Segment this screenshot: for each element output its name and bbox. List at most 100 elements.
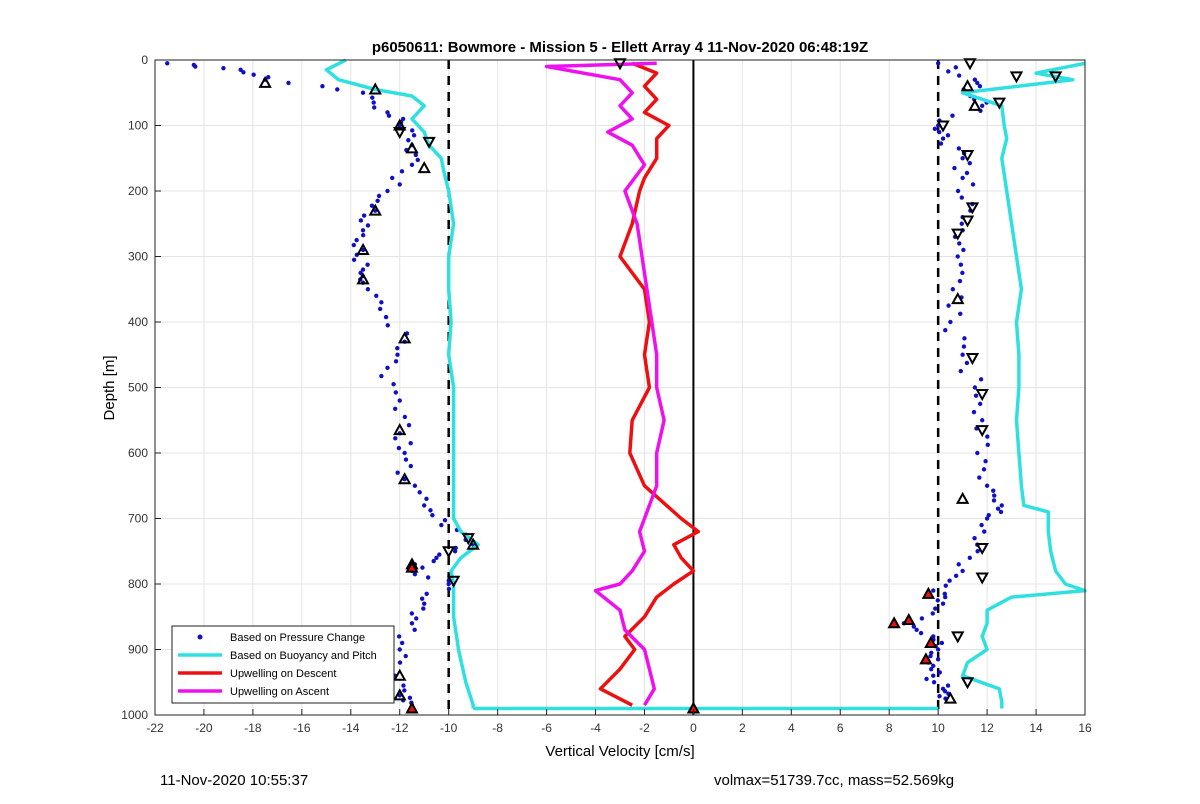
data-point	[964, 360, 970, 366]
data-point	[413, 152, 418, 158]
data-point	[977, 84, 983, 89]
down-triangle-marker	[992, 97, 1007, 110]
data-point	[420, 565, 425, 570]
data-point	[396, 445, 402, 451]
data-point	[940, 136, 946, 141]
y-tick-label: 700	[128, 512, 148, 526]
data-point	[412, 627, 417, 633]
data-point	[964, 170, 970, 176]
up-triangle-marker	[356, 242, 370, 255]
up-triangle-marker	[393, 688, 407, 701]
data-point	[975, 80, 980, 86]
data-point	[931, 673, 936, 678]
up-triangle-marker	[397, 472, 412, 485]
data-point	[397, 647, 402, 652]
data-point	[978, 377, 984, 382]
data-point	[950, 287, 956, 292]
data-point	[991, 488, 996, 493]
data-point	[928, 666, 934, 672]
down-triangle-marker	[965, 202, 980, 215]
data-point	[425, 575, 431, 580]
data-point	[395, 346, 400, 351]
data-point	[928, 653, 933, 659]
data-point	[984, 516, 990, 521]
y-tick-label: 1000	[121, 708, 148, 722]
data-point	[165, 61, 170, 66]
data-point	[983, 458, 988, 464]
data-point	[374, 293, 379, 298]
legend: Based on Pressure Change Based on Buoyanc…	[171, 625, 395, 704]
data-point	[365, 223, 371, 228]
data-point	[958, 262, 964, 267]
data-point	[383, 314, 389, 320]
x-tick-label: 0	[690, 721, 697, 735]
axis-ticks: -22 -20 -18 -16 -14 -12 -10 -8 -6 -4 -2 0 2 4 6 8 10 12 14…	[121, 53, 1092, 735]
data-point	[967, 555, 973, 560]
data-point	[980, 418, 985, 423]
data-point	[385, 110, 390, 115]
x-tick-label: 14	[1029, 721, 1043, 735]
data-point	[946, 69, 951, 74]
data-point	[995, 506, 1001, 511]
data-point	[931, 680, 937, 685]
data-point	[971, 409, 977, 415]
x-tick-label: -18	[244, 721, 262, 735]
up-triangle-marker	[393, 118, 407, 131]
data-point	[386, 113, 392, 118]
data-point	[410, 128, 415, 133]
down-triangle-marker	[393, 127, 407, 140]
data-point	[431, 558, 436, 564]
x-axis-label: Vertical Velocity [cm/s]	[545, 743, 694, 760]
up-triangle-marker	[397, 331, 412, 344]
data-point	[360, 267, 366, 272]
data-point	[982, 529, 987, 534]
data-point	[975, 450, 980, 456]
x-tick-label: 12	[980, 721, 994, 735]
data-point	[412, 571, 418, 577]
data-point	[422, 503, 427, 508]
up-triangle-marker	[924, 635, 938, 648]
data-point	[960, 352, 965, 357]
data-point	[360, 90, 366, 95]
legend-swatch-dot	[197, 634, 203, 640]
data-point	[960, 175, 965, 181]
data-point	[911, 624, 917, 629]
data-point	[942, 689, 948, 694]
down-triangle-marker	[422, 136, 436, 149]
down-triangle-marker	[441, 546, 456, 559]
data-point	[369, 203, 375, 208]
y-tick-label: 500	[128, 381, 148, 395]
down-triangle-marker	[960, 215, 975, 228]
data-point	[975, 549, 980, 554]
down-triangle-marker	[975, 389, 989, 402]
y-axis-label: Depth [m]	[101, 355, 118, 420]
series-line	[324, 58, 480, 709]
data-point	[351, 257, 357, 262]
legend-label: Upwelling on Ascent	[230, 686, 329, 698]
data-point	[379, 300, 384, 305]
down-triangle-marker	[963, 58, 977, 71]
turn-markers	[258, 58, 1063, 714]
x-tick-label: -10	[440, 721, 458, 735]
data-point	[424, 496, 429, 502]
data-point	[354, 237, 359, 243]
chart-title: p6050611: Bowmore - Mission 5 - Ellett A…	[372, 39, 868, 56]
data-point	[933, 606, 938, 611]
data-point	[393, 359, 399, 364]
data-point	[446, 581, 451, 587]
data-point	[365, 262, 370, 267]
data-point	[402, 688, 407, 693]
data-point	[950, 113, 955, 118]
up-triangle-marker	[921, 586, 936, 599]
data-point	[947, 578, 952, 583]
data-point	[930, 611, 935, 616]
data-point	[409, 621, 415, 626]
y-tick-label: 800	[128, 577, 148, 591]
data-point	[399, 169, 405, 174]
up-triangle-marker	[919, 652, 933, 665]
x-tick-label: -16	[293, 721, 311, 735]
data-point	[972, 535, 977, 541]
data-point	[452, 549, 458, 554]
legend-label: Based on Buoyancy and Pitch	[230, 650, 377, 662]
